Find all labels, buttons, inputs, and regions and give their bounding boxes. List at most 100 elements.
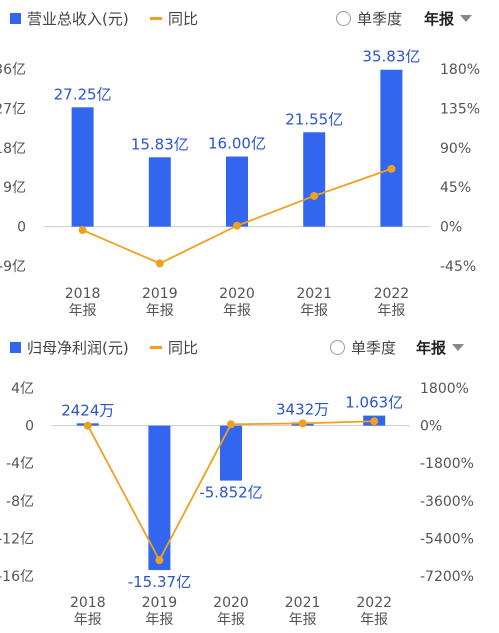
profit-single-quarter-toggle[interactable]: 单季度 — [330, 337, 396, 358]
bar-data-label: 3432万 — [276, 400, 329, 418]
y-right-tick-label: -1800% — [420, 456, 474, 472]
bar — [71, 107, 94, 227]
x-category-label-line: 年报 — [300, 303, 328, 319]
y-left-tick-label: -9亿 — [0, 259, 26, 275]
revenue-period-dropdown[interactable]: 年报 — [424, 8, 473, 29]
bar-data-label: 21.55亿 — [285, 110, 343, 128]
revenue-line-legend[interactable]: 同比 — [150, 8, 198, 29]
revenue-single-quarter-toggle[interactable]: 单季度 — [336, 8, 402, 29]
x-category-label-line: 年报 — [289, 612, 317, 628]
bar — [303, 132, 326, 227]
bar — [380, 69, 403, 227]
bar-data-label: 27.25亿 — [54, 85, 112, 103]
x-category-label-line: 年报 — [217, 612, 245, 628]
x-category-label-line: 年报 — [360, 612, 388, 628]
x-category-label-line: 2021 — [296, 286, 332, 302]
x-category-label-line: 年报 — [69, 303, 97, 319]
x-category-label: 2019 年报 — [142, 595, 178, 628]
x-category-label-line: 2022 — [374, 286, 410, 302]
radio-icon — [336, 11, 351, 26]
yoy-point — [155, 259, 164, 268]
bar — [226, 156, 248, 227]
single-quarter-label: 单季度 — [357, 10, 403, 28]
yoy-point — [227, 420, 235, 429]
yoy-point — [83, 421, 92, 430]
y-right-tick-label: 0% — [440, 220, 462, 236]
yoy-point — [370, 417, 379, 426]
bar-swatch-icon — [10, 342, 21, 353]
bar-data-label: 16.00亿 — [208, 135, 266, 153]
x-category-label: 2018 年报 — [65, 286, 101, 319]
period-label: 年报 — [416, 339, 447, 357]
profit-bar-legend[interactable]: 归母净利润(元) — [10, 337, 129, 358]
bar-data-label: -15.37亿 — [128, 573, 191, 591]
x-category-label-line: 2018 — [70, 595, 106, 611]
y-left-tick-label: 0 — [17, 220, 26, 236]
profit-bar-legend-label: 归母净利润(元) — [27, 339, 129, 357]
x-category-label-line: 2020 — [219, 286, 255, 302]
x-category-label-line: 年报 — [377, 303, 405, 319]
y-right-tick-label: 90% — [440, 141, 471, 157]
x-category-label: 2020 年报 — [219, 286, 255, 319]
x-category-label: 2018 年报 — [70, 595, 106, 628]
y-left-tick-label: 36亿 — [0, 62, 26, 78]
y-right-tick-label: 135% — [440, 101, 480, 117]
y-right-tick-label: 45% — [440, 180, 471, 196]
profit-line-legend-label: 同比 — [168, 339, 199, 357]
y-left-tick-label: -4亿 — [6, 456, 34, 472]
x-category-label: 2020 年报 — [213, 595, 249, 628]
x-category-label-line: 年报 — [146, 303, 174, 319]
y-right-tick-label: 1800% — [420, 381, 469, 397]
bar — [148, 425, 171, 571]
yoy-point — [78, 226, 87, 235]
radio-icon — [330, 340, 345, 355]
bar-data-label: 2424万 — [61, 401, 114, 419]
bar-data-label: -5.852亿 — [199, 484, 262, 502]
profit-period-dropdown[interactable]: 年报 — [416, 337, 465, 358]
profit-chart-svg: 4亿 0 -4亿 -8亿 -12亿 -16亿 1800% 0% -1800% -3600% -540… — [0, 381, 474, 628]
line-swatch-icon — [150, 17, 162, 20]
profit-legend-row: 归母净利润(元) 同比 单季度 年报 — [0, 337, 499, 371]
y-right-tick-label: -7200% — [420, 569, 474, 585]
x-category-label: 2021 年报 — [285, 595, 321, 628]
yoy-point — [310, 191, 319, 200]
x-category-label-line: 年报 — [223, 303, 251, 319]
x-category-label-line: 2021 — [285, 595, 321, 611]
y-right-tick-label: 0% — [420, 419, 442, 435]
x-category-label-line: 2019 — [142, 286, 178, 302]
profit-chart-panel: 归母净利润(元) 同比 单季度 年报 4亿 0 -4亿 -8亿 -12亿 -16亿 1800… — [0, 325, 499, 633]
revenue-legend-row: 营业总收入(元) 同比 单季度 年报 — [0, 8, 499, 42]
revenue-bar-legend[interactable]: 营业总收入(元) — [10, 8, 129, 29]
x-category-label-line: 年报 — [74, 612, 102, 628]
caret-down-icon — [460, 15, 473, 22]
yoy-point — [233, 221, 241, 230]
y-left-tick-label: 4亿 — [11, 381, 34, 397]
bar — [148, 157, 171, 227]
revenue-chart-panel: 营业总收入(元) 同比 单季度 年报 36亿 27亿 18亿 9亿 0 -9亿 180% 13… — [0, 8, 499, 319]
x-category-label-line: 2022 — [356, 595, 392, 611]
y-left-tick-label: 0 — [25, 419, 34, 435]
y-left-tick-label: 18亿 — [0, 141, 26, 157]
revenue-line-legend-label: 同比 — [168, 10, 199, 28]
bar-data-label: 1.063亿 — [345, 394, 403, 412]
single-quarter-label: 单季度 — [351, 339, 397, 357]
line-swatch-icon — [150, 346, 162, 349]
x-category-label-line: 2018 — [65, 286, 101, 302]
x-category-label: 2019 年报 — [142, 286, 178, 319]
bar — [220, 425, 242, 481]
yoy-point — [155, 556, 164, 565]
y-left-tick-label: -12亿 — [0, 531, 34, 547]
x-category-label: 2021 年报 — [296, 286, 332, 319]
x-category-label-line: 2019 — [142, 595, 178, 611]
bar-data-label: 35.83亿 — [362, 48, 420, 66]
y-right-tick-label: 180% — [440, 62, 480, 78]
y-right-tick-label: -45% — [440, 259, 476, 275]
revenue-bar-legend-label: 营业总收入(元) — [27, 10, 129, 28]
y-right-tick-label: -5400% — [420, 531, 474, 547]
profit-line-legend[interactable]: 同比 — [150, 337, 198, 358]
x-category-label-line: 2020 — [213, 595, 249, 611]
y-right-tick-label: -3600% — [420, 494, 474, 510]
bar-swatch-icon — [10, 13, 21, 24]
revenue-chart-svg: 36亿 27亿 18亿 9亿 0 -9亿 180% 135% 90% 45% 0% -45% 27.25… — [0, 48, 480, 319]
y-left-tick-label: -16亿 — [0, 569, 34, 585]
